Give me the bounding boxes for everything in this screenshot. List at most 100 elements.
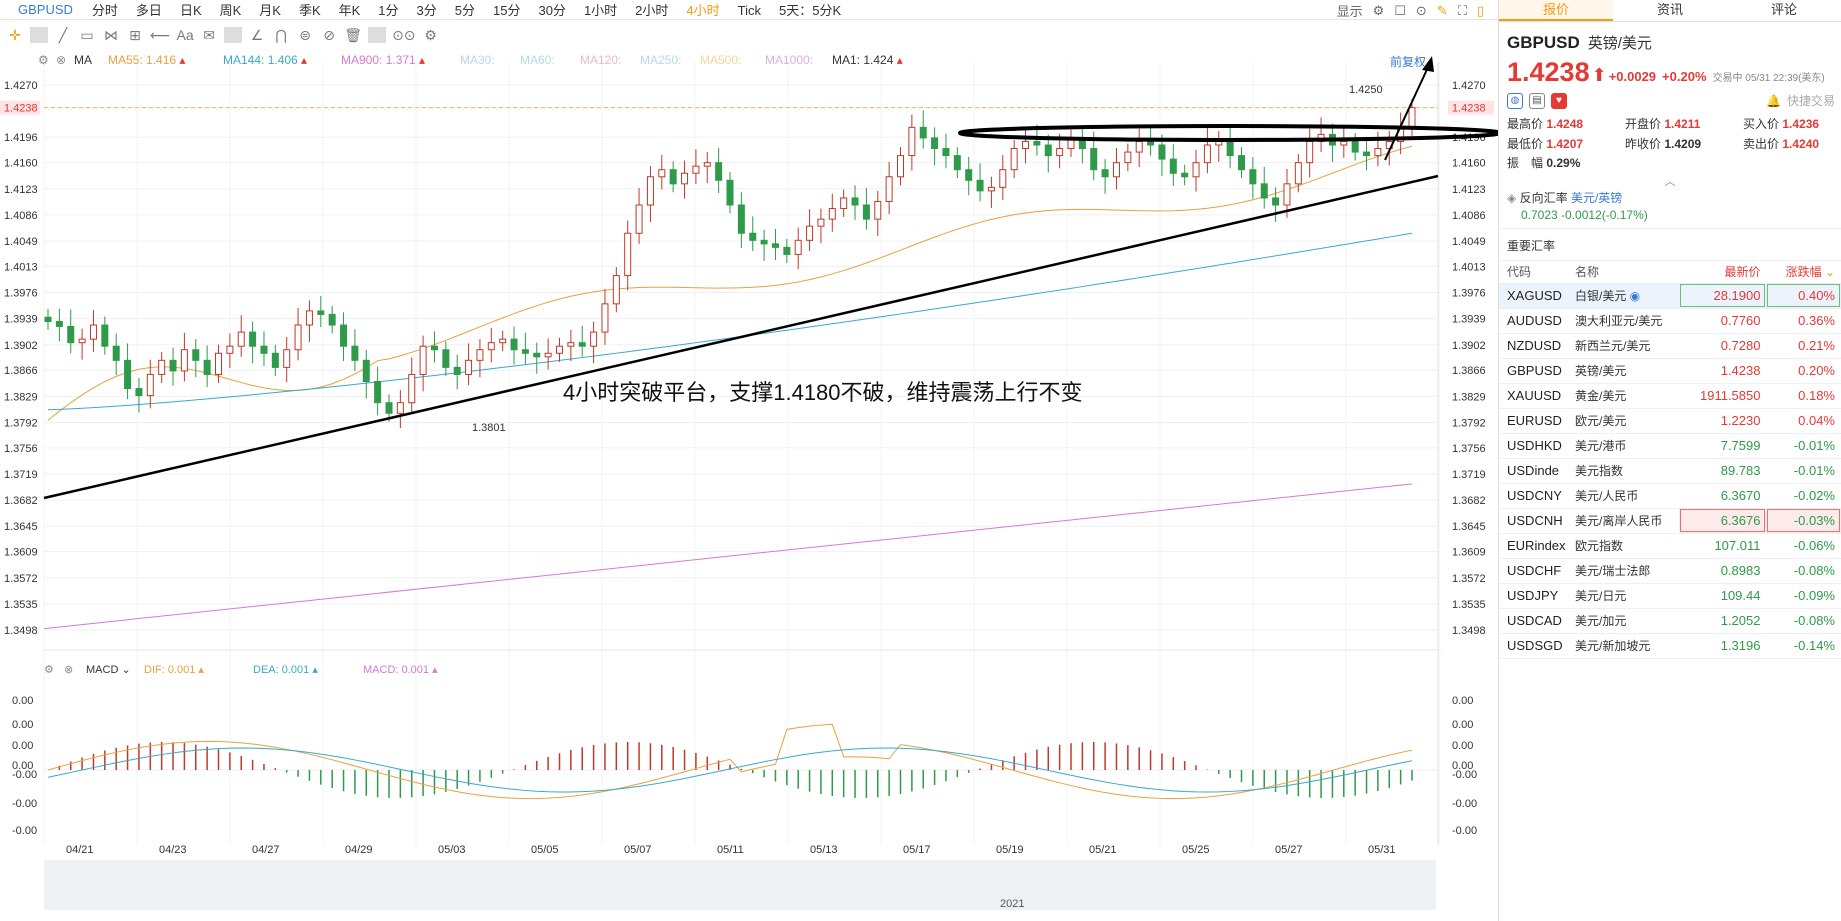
timeframe-0[interactable]: 分时: [91, 3, 118, 18]
timeframe-6[interactable]: 年K: [338, 3, 361, 18]
fullscreen-icon[interactable]: ⛶: [1457, 2, 1467, 18]
timeframe-7[interactable]: 1分: [378, 3, 399, 18]
row-code: USDinde: [1499, 458, 1567, 484]
draw-tool-1-icon[interactable]: ╱: [58, 26, 68, 43]
draw-tool-2-icon[interactable]: ▭: [80, 26, 94, 43]
timeframe-12[interactable]: 1小时: [583, 3, 618, 18]
restore-label[interactable]: 前复权: [1390, 55, 1427, 69]
timeframe-4[interactable]: 月K: [259, 3, 281, 18]
ma-item-9: MA1: 1.424 ▴: [832, 53, 903, 67]
timeframe-13[interactable]: 2小时: [635, 3, 669, 18]
bell-icon[interactable]: 🔔: [1766, 93, 1781, 108]
row-name: 英镑/美元: [1567, 358, 1679, 384]
eye-icon[interactable]: ◉: [1626, 289, 1641, 303]
settings-icon[interactable]: ⚙: [1372, 2, 1385, 18]
date-tick: 05/19: [996, 844, 1024, 856]
draw-tool-13-icon[interactable]: ⊙⊙: [392, 26, 416, 43]
ma144-line: [47, 232, 1413, 411]
watchlist-row[interactable]: USDJPY 美元/日元 109.44 -0.09%: [1499, 583, 1841, 609]
globe-icon[interactable]: ◍: [1507, 92, 1523, 109]
timeframe-10[interactable]: 15分: [493, 3, 521, 18]
timeframe-8[interactable]: 3分: [416, 3, 437, 18]
timeframe-1[interactable]: 多日: [135, 3, 162, 18]
watchlist-row[interactable]: USDinde 美元指数 89.783 -0.01%: [1499, 458, 1841, 484]
draw-tool-8-icon[interactable]: ∠: [250, 26, 264, 43]
candle: [192, 349, 200, 361]
timeframe-5[interactable]: 季K: [298, 3, 321, 18]
navigator[interactable]: [44, 860, 1436, 910]
draw-tool-5-icon[interactable]: ⟵: [150, 26, 171, 43]
timeframe-9[interactable]: 5分: [454, 3, 475, 18]
candle: [806, 225, 814, 241]
watchlist-row[interactable]: EURUSD 欧元/美元 1.2230 0.04%: [1499, 408, 1841, 434]
panel-tab-0[interactable]: 报价: [1499, 0, 1613, 21]
symbol-label[interactable]: GBPUSD: [18, 2, 73, 17]
watchlist-row[interactable]: NZDUSD 新西兰元/美元 0.7280 0.21%: [1499, 333, 1841, 359]
price-tick-left: 1.4086: [4, 210, 38, 222]
candle: [533, 352, 541, 358]
draw-tool-0-icon[interactable]: ✛: [9, 26, 21, 43]
watchlist-row[interactable]: USDSGD 美元/新加坡元 1.3196 -0.14%: [1499, 633, 1841, 659]
collapse-chevron-icon[interactable]: ︿: [1664, 176, 1676, 188]
timeframe-14[interactable]: 4小时: [686, 3, 720, 18]
watchlist-row[interactable]: EURindex 欧元指数 107.011 -0.06%: [1499, 533, 1841, 559]
candle: [158, 359, 166, 375]
candle: [78, 338, 86, 344]
row-pct: 0.21%: [1766, 333, 1841, 359]
panel-tab-1[interactable]: 资讯: [1656, 2, 1683, 17]
camera-icon[interactable]: ⊙: [1415, 2, 1427, 18]
document-icon[interactable]: ▤: [1529, 92, 1545, 109]
row-price: 0.8983: [1678, 558, 1767, 584]
timeframe-2[interactable]: 日K: [179, 3, 202, 18]
draw-tool-3-icon[interactable]: ⋈: [104, 26, 118, 43]
watchlist-row[interactable]: XAGUSD 白银/美元 ◉ 28.1900 0.40%: [1499, 283, 1841, 309]
heart-icon[interactable]: ♥: [1551, 92, 1567, 109]
candle: [146, 373, 154, 397]
row-code: EURindex: [1499, 533, 1567, 559]
candle: [283, 349, 291, 368]
ma-settings-icon[interactable]: ⚙: [38, 53, 49, 67]
timeframe-3[interactable]: 周K: [219, 3, 242, 18]
candle: [794, 239, 802, 255]
draw-tool-12-icon[interactable]: 🗑: [344, 26, 362, 43]
amplitude-label: 振 幅: [1507, 156, 1544, 170]
ma-item-3: MA30:: [460, 53, 495, 67]
date-tick: 05/03: [438, 844, 466, 856]
draw-tool-4-icon[interactable]: ⊞: [129, 26, 141, 43]
watchlist-row[interactable]: USDCNH 美元/离岸人民币 6.3676 -0.03%: [1499, 508, 1841, 534]
watchlist-row[interactable]: USDCNY 美元/人民币 6.3670 -0.02%: [1499, 483, 1841, 509]
price-tick-left: 1.3829: [4, 391, 38, 403]
price-chart[interactable]: 1.42701.42701.42381.42381.41961.41961.41…: [0, 0, 1498, 921]
watchlist-row[interactable]: USDCHF 美元/瑞士法郎 0.8983 -0.08%: [1499, 558, 1841, 584]
date-tick: 05/31: [1368, 844, 1396, 856]
inverse-pair[interactable]: 美元/英镑: [1570, 191, 1623, 205]
draw-tool-9-icon[interactable]: ⋂: [275, 26, 287, 43]
navigator-year: 2021: [1000, 898, 1025, 910]
watchlist-row[interactable]: GBPUSD 英镑/美元 1.4238 0.20%: [1499, 358, 1841, 384]
watchlist-row[interactable]: AUDUSD 澳大利亚元/美元 0.7760 0.36%: [1499, 308, 1841, 334]
candle: [453, 366, 461, 375]
draw-tool-10-icon[interactable]: ⊜: [299, 26, 311, 43]
panel-toggle-icon[interactable]: ▯: [1476, 2, 1484, 18]
draw-tool-11-icon[interactable]: ⊘: [323, 26, 335, 43]
watchlist-row[interactable]: USDCAD 美元/加元 1.2052 -0.08%: [1499, 608, 1841, 634]
draw-tool-14-icon[interactable]: ⚙: [424, 26, 437, 43]
watchlist-row[interactable]: XAUUSD 黄金/美元 1911.5850 0.18%: [1499, 383, 1841, 409]
panel-tab-2[interactable]: 评论: [1770, 2, 1797, 17]
timeframe-11[interactable]: 30分: [538, 3, 566, 18]
pencil-icon[interactable]: ✎: [1436, 2, 1448, 18]
candle: [658, 169, 666, 178]
draw-tool-6-icon[interactable]: Aa: [176, 27, 194, 43]
candle: [840, 197, 848, 210]
timeframe-16[interactable]: 5天：5分K: [779, 3, 842, 18]
ma-close-icon[interactable]: ⊗: [56, 53, 67, 67]
checkbox-icon[interactable]: ☐: [1394, 2, 1406, 18]
timeframe-15[interactable]: Tick: [737, 3, 761, 18]
watchlist-row[interactable]: USDHKD 美元/港币 7.7599 -0.01%: [1499, 433, 1841, 459]
draw-tool-7-icon[interactable]: ✉: [203, 26, 215, 43]
quick-trade-button[interactable]: 快捷交易: [1786, 94, 1835, 108]
quote-symbol: GBPUSD: [1507, 33, 1580, 52]
candle: [1294, 162, 1302, 185]
display-menu[interactable]: 显示: [1336, 4, 1363, 19]
ma-item-4: MA60:: [520, 53, 555, 67]
